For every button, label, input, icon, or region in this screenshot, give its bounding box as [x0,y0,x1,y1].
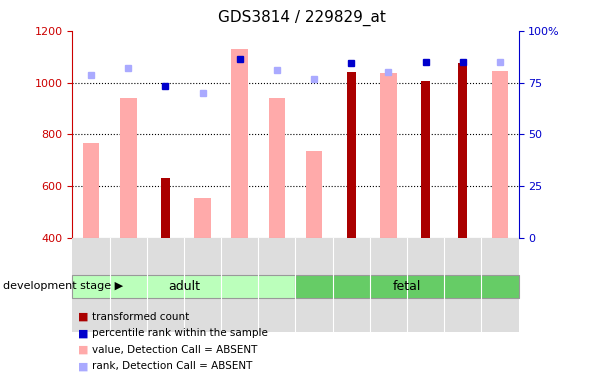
Text: fetal: fetal [393,280,421,293]
Bar [83,144,99,238]
Text: development stage ▶: development stage ▶ [3,281,123,291]
Text: ■: ■ [78,312,89,322]
Bar [347,72,356,238]
Bar [120,98,136,238]
Bar [421,81,431,238]
Bar [491,71,508,238]
Bar [232,49,248,238]
Text: ■: ■ [78,345,89,355]
Bar [160,179,170,238]
Bar [380,73,397,238]
Text: rank, Detection Call = ABSENT: rank, Detection Call = ABSENT [92,361,252,371]
Text: transformed count: transformed count [92,312,189,322]
Text: ■: ■ [78,361,89,371]
Text: adult: adult [168,280,200,293]
Text: ■: ■ [78,328,89,338]
Bar [306,151,323,238]
Text: value, Detection Call = ABSENT: value, Detection Call = ABSENT [92,345,257,355]
Text: GDS3814 / 229829_at: GDS3814 / 229829_at [218,10,385,26]
Bar [194,198,211,238]
Bar [268,98,285,238]
Text: percentile rank within the sample: percentile rank within the sample [92,328,268,338]
Bar [458,63,467,238]
